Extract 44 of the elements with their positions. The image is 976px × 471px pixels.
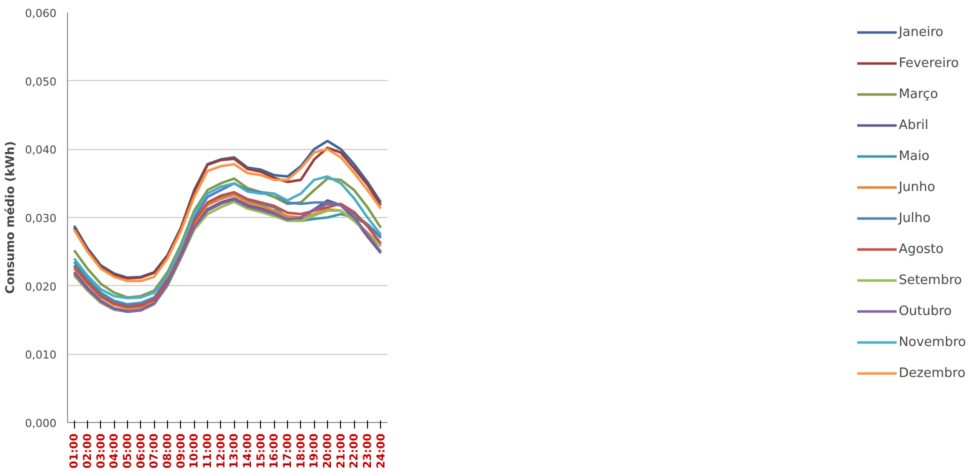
x-tick-label: 05:00 xyxy=(121,433,134,469)
x-tick-label: 03:00 xyxy=(94,433,108,469)
x-tick-label: 09:00 xyxy=(174,433,188,469)
legend-label: Abril xyxy=(898,118,928,132)
y-tick-label: 0,030 xyxy=(25,212,57,225)
y-axis-title: Consumo médio (kWh) xyxy=(3,141,18,294)
y-tick-label: 0,020 xyxy=(25,280,57,294)
x-tick-label: 06:00 xyxy=(134,433,148,469)
x-tick-label: 22:00 xyxy=(348,433,361,469)
x-tick-label: 08:00 xyxy=(161,433,174,469)
x-tick-label: 01:00 xyxy=(68,433,81,469)
y-tick-label: 0,050 xyxy=(25,75,57,88)
x-tick-label: 02:00 xyxy=(81,433,94,469)
legend-label: Agosto xyxy=(898,242,944,256)
x-tick-label: 04:00 xyxy=(108,433,121,469)
legend-label: Dezembro xyxy=(898,366,966,380)
legend-label: Outubro xyxy=(898,304,952,318)
x-tick-label: 14:00 xyxy=(241,433,254,469)
x-tick-label: 20:00 xyxy=(321,433,334,469)
legend-label: Maio xyxy=(898,148,930,164)
legend-label: Novembro xyxy=(898,334,966,350)
x-tick-label: 21:00 xyxy=(334,433,348,469)
x-tick-label: 16:00 xyxy=(268,433,281,469)
legend-label: Fevereiro xyxy=(898,56,959,70)
x-tick-label: 12:00 xyxy=(214,433,228,469)
x-tick-label: 15:00 xyxy=(254,433,268,469)
x-tick-label: 23:00 xyxy=(361,433,374,469)
x-tick-label: 19:00 xyxy=(308,433,321,469)
y-tick-label: 0,060 xyxy=(25,7,57,20)
y-tick-label: 0,040 xyxy=(25,144,57,157)
x-tick-label: 17:00 xyxy=(281,433,294,469)
x-tick-label: 10:00 xyxy=(188,433,201,469)
legend-label: Junho xyxy=(898,180,936,194)
legend-label: Março xyxy=(898,86,938,102)
legend-label: Julho xyxy=(898,210,931,226)
x-tick-label: 24:00 xyxy=(374,433,388,469)
legend-label: Setembro xyxy=(898,272,962,288)
y-tick-label: 0,010 xyxy=(25,348,57,362)
x-tick-label: 07:00 xyxy=(148,433,161,469)
x-tick-label: 11:00 xyxy=(201,433,214,469)
y-tick-label: 0,000 xyxy=(25,417,57,430)
legend-label: Janeiro xyxy=(898,24,944,40)
x-tick-label: 13:00 xyxy=(228,433,241,469)
x-tick-label: 18:00 xyxy=(294,433,308,469)
